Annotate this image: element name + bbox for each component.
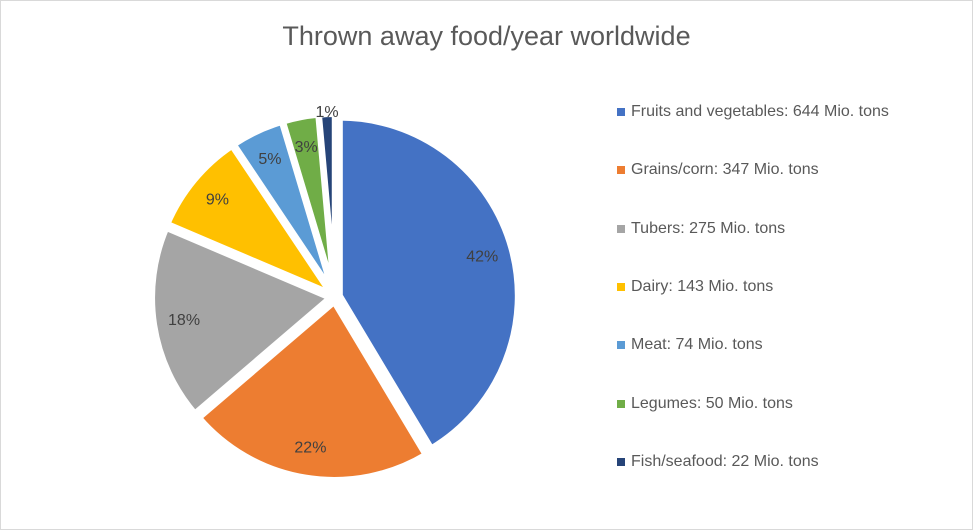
- data-label-1: 22%: [294, 440, 326, 457]
- legend-item-2: Tubers: 275 Mio. tons: [617, 220, 785, 238]
- pie-slice-1: [194, 297, 430, 483]
- legend-label: Meat: 74 Mio. tons: [631, 336, 763, 354]
- legend-item-0: Fruits and vegetables: 644 Mio. tons: [617, 103, 889, 121]
- legend-swatch: [617, 108, 625, 116]
- legend-label: Fruits and vegetables: 644 Mio. tons: [631, 103, 889, 120]
- data-label-5: 3%: [295, 139, 318, 156]
- data-label-6: 1%: [315, 104, 338, 121]
- data-label-3: 9%: [206, 192, 229, 209]
- legend-item-5: Legumes: 50 Mio. tons: [617, 395, 793, 413]
- data-label-4: 5%: [258, 151, 281, 168]
- pie-slice-3: [163, 141, 340, 301]
- legend-item-1: Grains/corn: 347 Mio. tons: [617, 161, 819, 179]
- legend-item-6: Fish/seafood: 22 Mio. tons: [617, 453, 819, 471]
- pie-slice-0: [336, 114, 521, 453]
- legend-label: Dairy: 143 Mio. tons: [631, 277, 774, 295]
- legend-swatch: [617, 457, 625, 466]
- legend-label: Grains/corn: 347 Mio. tons: [631, 161, 819, 179]
- legend-swatch: [617, 166, 625, 175]
- legend-label: Tubers: 275 Mio. tons: [631, 219, 786, 237]
- legend-label: Fish/seafood: 22 Mio. tons: [631, 452, 819, 470]
- data-label-2: 18%: [168, 312, 200, 329]
- legend-item-4: Meat: 74 Mio. tons: [617, 336, 763, 354]
- data-label-0: 42%: [466, 248, 498, 265]
- pie-slice-2: [149, 224, 336, 418]
- legend-label: Legumes: 50 Mio. tons: [631, 394, 793, 412]
- legend-swatch: [617, 282, 625, 291]
- chart-title: Thrown away food/year worldwide: [282, 21, 691, 51]
- legend-swatch: [617, 224, 625, 233]
- legend-item-3: Dairy: 143 Mio. tons: [617, 278, 773, 296]
- legend-swatch: [617, 399, 625, 408]
- legend-swatch: [617, 341, 625, 350]
- pie-slice-6: [315, 111, 338, 293]
